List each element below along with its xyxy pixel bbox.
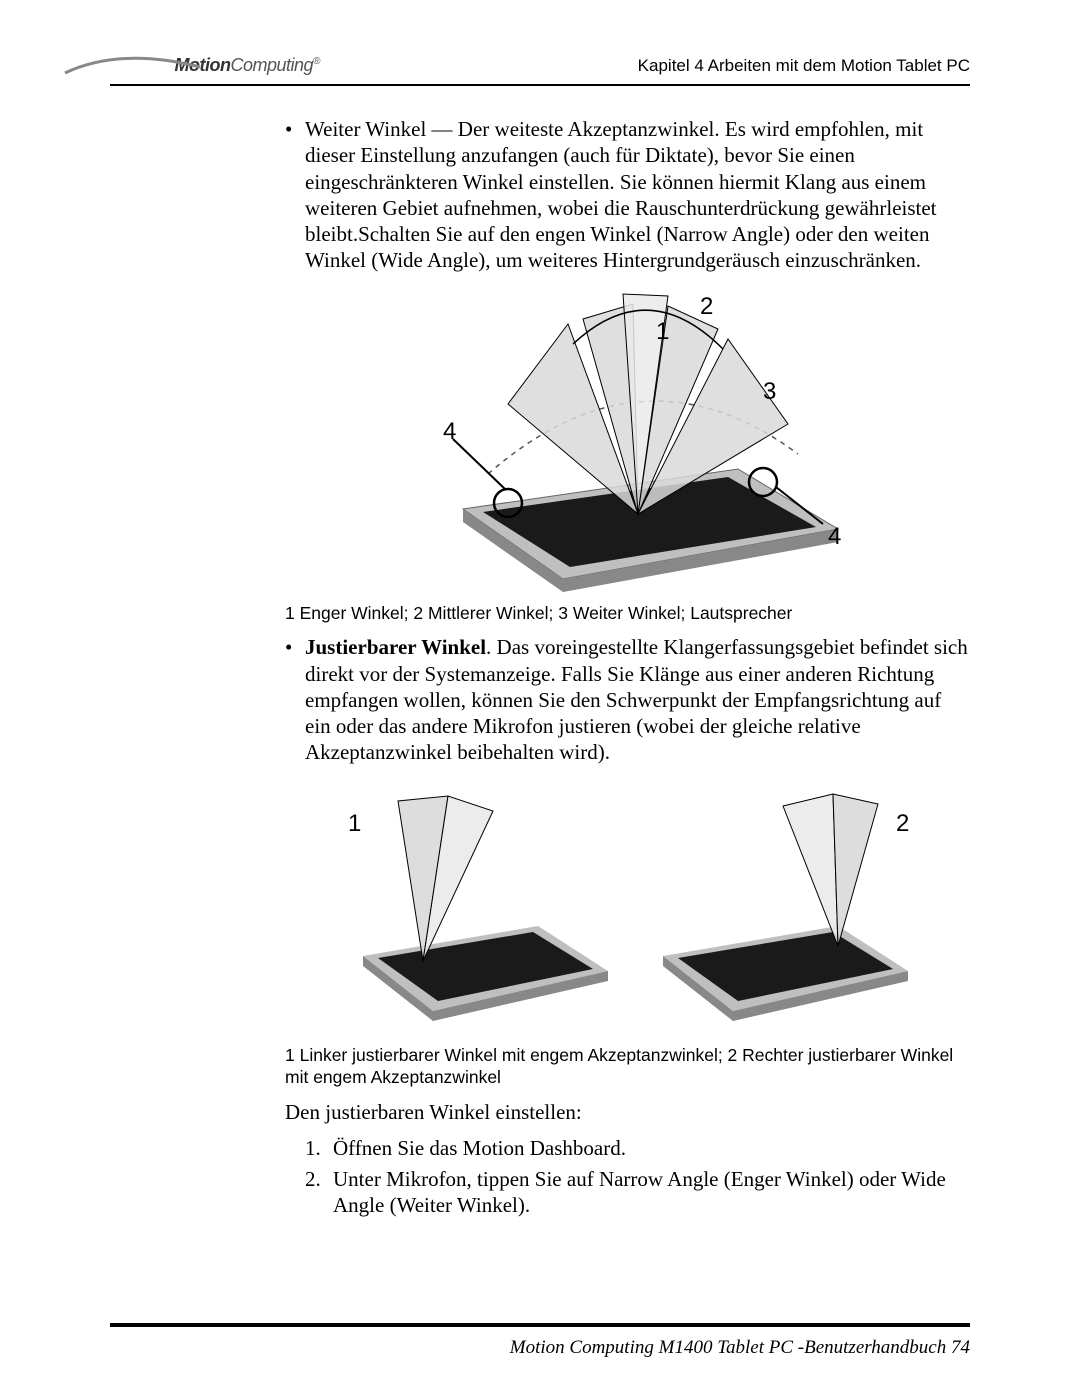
page-header: MotionComputing® Kapitel 4 Arbeiten mit …	[110, 55, 970, 76]
header-divider	[110, 84, 970, 86]
bullet-marker: •	[285, 634, 305, 765]
bullet-wide-angle: • Weiter Winkel — Der weiteste Akzeptanz…	[285, 116, 970, 274]
fig1-label-4l: 4	[443, 418, 456, 445]
brand-logo: MotionComputing®	[110, 55, 320, 76]
page-content: • Weiter Winkel — Der weiteste Akzeptanz…	[285, 116, 970, 1218]
figure1-caption: 1 Enger Winkel; 2 Mittlerer Winkel; 3 We…	[285, 602, 970, 625]
step-number: 2.	[305, 1166, 333, 1219]
footer-divider	[110, 1323, 970, 1327]
steps-list: 1. Öffnen Sie das Motion Dashboard. 2. U…	[285, 1135, 970, 1218]
logo-swoosh-icon	[110, 59, 170, 73]
figure2-caption: 1 Linker justierbarer Winkel mit engem A…	[285, 1044, 970, 1090]
step-number: 1.	[305, 1135, 333, 1161]
chapter-prefix: Kapitel 4	[638, 56, 704, 75]
step-2: 2. Unter Mikrofon, tippen Sie auf Narrow…	[305, 1166, 970, 1219]
step-text: Öffnen Sie das Motion Dashboard.	[333, 1135, 970, 1161]
fig1-label-2: 2	[700, 293, 713, 320]
page-footer: Motion Computing M1400 Tablet PC -Benutz…	[510, 1337, 970, 1359]
bullet-lead: Weiter Winkel	[305, 117, 426, 141]
fig2-label-1: 1	[348, 810, 361, 837]
step-text: Unter Mikrofon, tippen Sie auf Narrow An…	[333, 1166, 970, 1219]
fig1-label-4r: 4	[828, 523, 841, 550]
chapter-title: Kapitel 4 Arbeiten mit dem Motion Tablet…	[638, 56, 970, 76]
step-1: 1. Öffnen Sie das Motion Dashboard.	[305, 1135, 970, 1161]
bullet-text: Weiter Winkel — Der weiteste Akzeptanzwi…	[305, 116, 970, 274]
logo-text-rest: Computing	[231, 55, 314, 75]
fig1-label-1: 1	[656, 318, 669, 345]
bullet-lead: Justierbarer Winkel	[305, 635, 486, 659]
bullet-text: Justierbarer Winkel. Das voreingestellte…	[305, 634, 970, 765]
figure-angle-cones: 1 2 3 4 4	[368, 284, 888, 594]
fig1-label-3: 3	[763, 378, 776, 405]
fig2-label-2: 2	[896, 810, 909, 837]
document-page: MotionComputing® Kapitel 4 Arbeiten mit …	[0, 0, 1080, 1397]
steps-intro: Den justierbaren Winkel einstellen:	[285, 1099, 970, 1125]
bullet-adjustable-angle: • Justierbarer Winkel. Das voreingestell…	[285, 634, 970, 765]
figure-skewed-cones: 1 2	[328, 776, 928, 1036]
bullet-marker: •	[285, 116, 305, 274]
chapter-rest: Arbeiten mit dem Motion Tablet PC	[704, 56, 970, 75]
